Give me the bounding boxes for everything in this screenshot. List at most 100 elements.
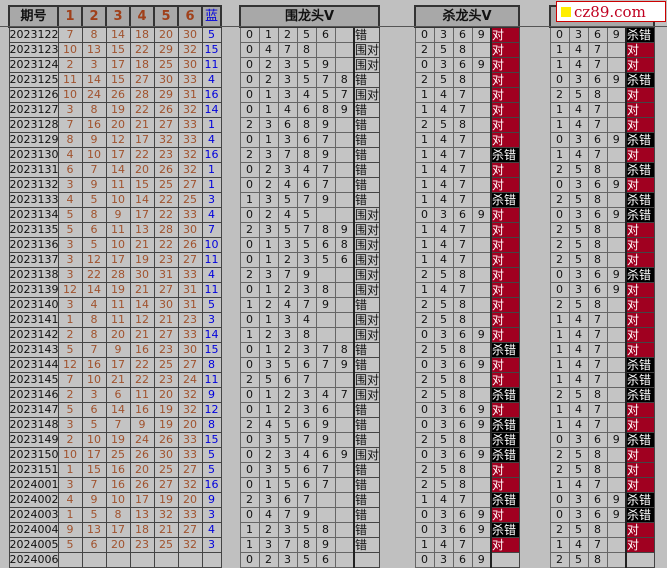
sha-result-cell: 对 (489, 357, 520, 373)
sha2-digit-cell: 1 (549, 357, 570, 373)
blue-number-cell: 5 (201, 26, 222, 43)
red-number-cell: 7 (57, 117, 83, 133)
wei-digit-cell: 2 (239, 417, 260, 433)
sha2-digit-cell: 1 (549, 117, 570, 133)
blue-number-cell: 4 (201, 522, 222, 538)
red-number-cell: 15 (81, 462, 107, 478)
sha-digit-cell: 3 (433, 327, 454, 343)
wei-digit-cell: 6 (277, 372, 298, 388)
red-number-cell: 6 (57, 162, 83, 178)
red-number-cell (129, 552, 155, 568)
wei-digit-cell (315, 372, 336, 388)
sha-digit-cell: 9 (471, 357, 492, 373)
wei-digit-cell (334, 327, 355, 343)
header-divider (0, 26, 667, 27)
sha-digit-cell: 1 (414, 282, 435, 298)
blue-number-cell: 10 (201, 237, 222, 253)
wei-digit-cell: 2 (277, 282, 298, 298)
sha2-digit-cell (606, 297, 627, 313)
red-number-cell: 32 (177, 42, 203, 58)
wei-digit-cell: 6 (277, 492, 298, 508)
draw-row: 2023140 3 4 11 14 30 31 5 (8, 297, 222, 313)
period-cell: 2023130 (8, 147, 59, 163)
sha-digit-cell: 0 (414, 357, 435, 373)
sha-digit-cell: 5 (433, 267, 454, 283)
sha-digit-cell: 1 (414, 192, 435, 208)
period-cell: 2023135 (8, 222, 59, 238)
sha-result-cell: 杀错 (489, 342, 520, 358)
wei-digit-cell: 8 (334, 237, 355, 253)
red-number-cell: 28 (153, 222, 179, 238)
red-number-cell: 16 (105, 462, 131, 478)
sha-row: 2 5 8 杀错 (414, 387, 520, 403)
wei-digit-cell: 7 (277, 507, 298, 523)
sha-digit-cell: 8 (452, 432, 473, 448)
sha-digit-cell: 8 (452, 117, 473, 133)
wei-digit-cell: 9 (334, 357, 355, 373)
wei-digit-cell: 5 (296, 522, 317, 538)
sha-result-cell: 对 (489, 57, 520, 73)
wei-digit-cell: 0 (239, 477, 260, 493)
red-number-cell: 29 (153, 42, 179, 58)
sha2-row: 0 3 6 9 杀错 (549, 492, 655, 508)
sha2-digit-cell: 5 (568, 252, 589, 268)
wei-digit-cell: 3 (277, 162, 298, 178)
wei-result-cell (352, 552, 380, 568)
wei-digit-cell: 5 (258, 372, 279, 388)
sha-digit-cell (471, 387, 492, 403)
red-number-cell: 9 (81, 132, 107, 148)
period-cell: 2023143 (8, 342, 59, 358)
wei-result-cell: 围对 (352, 372, 380, 388)
sha-digit-cell: 4 (433, 132, 454, 148)
draw-row: 2023150 10 17 25 26 30 33 5 (8, 447, 222, 463)
sha2-digit-cell: 2 (549, 447, 570, 463)
red-number-cell: 14 (129, 192, 155, 208)
red-number-cell: 9 (81, 177, 107, 193)
wei-row: 0 4 7 8 围对 (239, 42, 380, 58)
red-number-cell: 10 (57, 87, 83, 103)
wei-digit-cell: 9 (334, 447, 355, 463)
red-number-cell: 11 (129, 387, 155, 403)
red-number-cell: 2 (57, 57, 83, 73)
wei-digit-cell: 7 (315, 462, 336, 478)
sha-digit-cell: 2 (414, 342, 435, 358)
sha-digit-cell: 4 (433, 162, 454, 178)
wei-digit-cell: 5 (296, 237, 317, 253)
sha2-digit-cell: 9 (606, 282, 627, 298)
sha-digit-cell (471, 252, 492, 268)
sha2-digit-cell: 7 (587, 477, 608, 493)
wei-digit-cell: 1 (258, 132, 279, 148)
red-number-cell: 20 (153, 387, 179, 403)
wei-digit-cell: 5 (277, 222, 298, 238)
sha-row: 1 4 7 杀错 (414, 147, 520, 163)
wei-digit-cell: 2 (258, 57, 279, 73)
sha2-row: 2 5 8 杀错 (549, 387, 655, 403)
period-cell: 2023134 (8, 207, 59, 223)
sha2-digit-cell: 3 (568, 26, 589, 43)
sha-digit-cell: 4 (433, 147, 454, 163)
sha2-digit-cell: 2 (549, 222, 570, 238)
wei-longtou-header: 围龙头V (238, 5, 381, 28)
sha-result-cell: 对 (489, 462, 520, 478)
num-header-6: 6 (177, 5, 203, 28)
wei-digit-cell: 2 (277, 402, 298, 418)
red-number-cell: 25 (153, 57, 179, 73)
sha-digit-cell (471, 147, 492, 163)
wei-digit-cell: 1 (258, 312, 279, 328)
red-number-cell: 5 (57, 402, 83, 418)
sha-digit-cell (471, 237, 492, 253)
red-number-cell: 4 (57, 492, 83, 508)
wei-digit-cell: 6 (315, 237, 336, 253)
red-number-cell (81, 552, 107, 568)
wei-result-cell: 错 (352, 522, 380, 538)
blue-number-cell: 5 (201, 297, 222, 313)
